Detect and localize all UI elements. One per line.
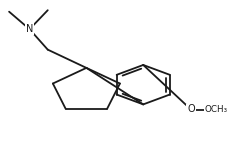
Text: N: N xyxy=(26,24,33,34)
Text: O: O xyxy=(186,105,194,114)
Text: OCH₃: OCH₃ xyxy=(204,105,226,114)
